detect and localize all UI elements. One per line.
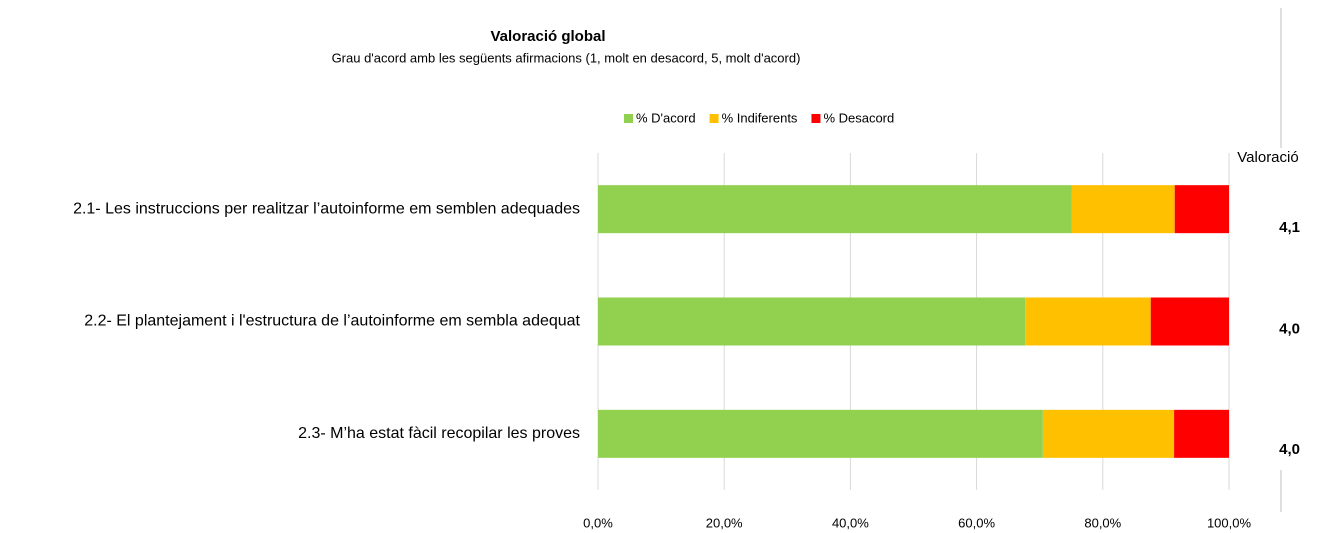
bar-segment [1025,297,1151,346]
bar-segment [598,185,1072,234]
bar-segment [598,409,1043,458]
rating: 4,0 [1279,320,1300,337]
x-tick-label: 80,0% [1084,515,1121,530]
legend-swatch [709,114,719,123]
rating: 4,0 [1279,441,1300,458]
y-tick-label: 2.2- El plantejament i l'estructura de l… [84,313,580,330]
ratings-header: Valoració [1237,149,1298,166]
chart-title: Valoració global [490,28,605,45]
bar-segment [1042,409,1175,458]
x-tick-label: 20,0% [706,515,743,530]
y-tick-label: 2.1- Les instruccions per realitzar l’au… [73,200,580,217]
bar-segment [1071,185,1175,234]
x-tick-label: 60,0% [958,515,995,530]
legend-label: % D'acord [636,110,696,125]
x-tick-label: 40,0% [832,515,869,530]
rating: 4,1 [1279,219,1300,236]
legend-label: % Desacord [823,110,894,125]
bar-segment [598,297,1026,346]
y-tick-label: 2.3- M’ha estat fàcil recopilar les prov… [298,425,580,442]
bar-segment [1174,185,1229,234]
x-tick-label: 100,0% [1207,515,1252,530]
bar-segment [1150,297,1229,346]
legend-swatch [624,114,633,123]
legend-swatch [811,114,821,123]
chart-subtitle: Grau d'acord amb les següents afirmacion… [332,50,801,65]
legend-label: % Indiferents [722,110,798,125]
x-tick-label: 0,0% [583,515,613,530]
bar-segment [1174,409,1229,458]
